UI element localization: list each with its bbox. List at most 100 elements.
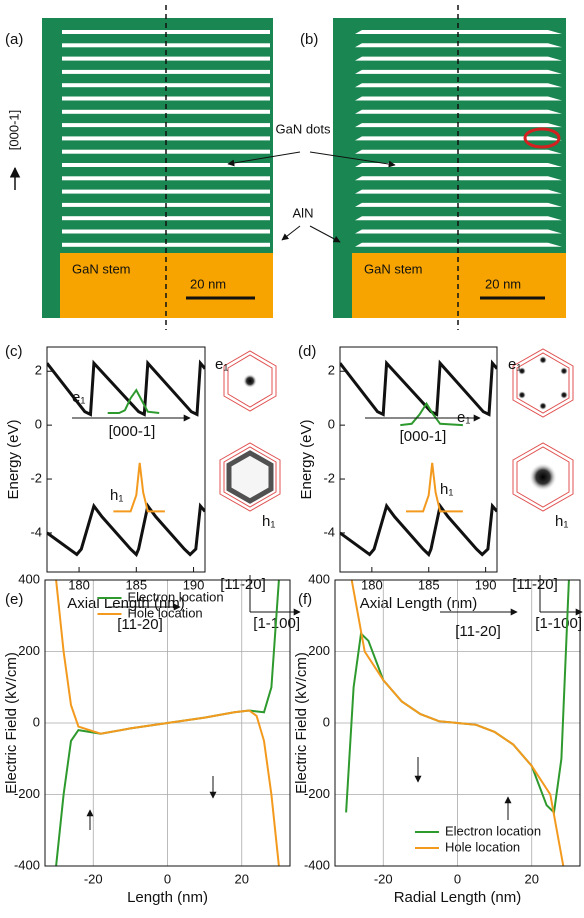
y-tick-label: -4: [30, 524, 42, 539]
x-axis-label: Axial Length (nm): [67, 595, 185, 612]
annotation: [000-1]: [109, 423, 156, 440]
legend-label: Electron location: [128, 589, 224, 604]
series-line: [107, 388, 160, 414]
annotation: [11-20]: [117, 616, 163, 633]
series-line: [47, 359, 205, 417]
annotation: e₁: [508, 356, 521, 373]
dot-layer: [62, 83, 270, 88]
dot-layer: [62, 242, 270, 247]
dot-layer: [355, 163, 562, 167]
annotation: h₁: [440, 481, 453, 498]
dot-layer: [355, 216, 562, 221]
legend-label: Hole location: [445, 839, 520, 854]
label-bg: [283, 205, 323, 225]
x-tick-label: 20: [525, 871, 539, 886]
y-tick-label: 400: [308, 571, 330, 586]
y-tick-label: -200: [14, 786, 40, 801]
dot-layer: [355, 109, 562, 114]
pointer: [227, 151, 301, 167]
highlight: [523, 127, 561, 149]
inset: [512, 348, 574, 512]
series-line: [47, 502, 205, 558]
panel-label: (b): [300, 31, 318, 48]
x-tick-label: 185: [418, 577, 440, 592]
y-tick-label: 0: [328, 417, 335, 432]
y-tick-label: -2: [323, 470, 335, 485]
annotation: [000-1]: [400, 428, 447, 445]
y-axis-label: Electric Field (kV/cm): [3, 652, 20, 794]
annotation: [1-100]: [535, 615, 582, 632]
inset: [219, 350, 281, 512]
y-axis-label: Energy (eV): [5, 419, 22, 499]
x-tick-label: 180: [361, 577, 383, 592]
dot-layer: [355, 56, 562, 61]
dot-layer: [355, 189, 562, 194]
dot-layer: [355, 83, 562, 88]
y-tick-label: 0: [33, 714, 40, 729]
stripes: [355, 30, 562, 247]
x-axis-label: Length (nm): [127, 889, 208, 906]
x-tick-label: 0: [164, 871, 171, 886]
x-tick-label: -20: [374, 871, 393, 886]
series-line: [113, 462, 165, 513]
legend-label: Electron location: [445, 823, 541, 838]
x-axis-label: Radial Length (nm): [394, 889, 522, 906]
x-tick-label: 180: [68, 577, 90, 592]
panel-label: (c): [5, 343, 23, 360]
plot-frame: [44, 579, 291, 867]
x-tick-label: 0: [454, 871, 461, 886]
dot-layer: [62, 163, 270, 167]
dot-layer: [355, 136, 562, 141]
axis-label: [000-1]: [6, 110, 21, 150]
annotation: [11-20]: [455, 623, 501, 640]
series-line: [55, 580, 280, 866]
barrier-label: AlN: [293, 205, 314, 220]
stem-label: GaN stem: [72, 261, 131, 276]
pointer: [309, 225, 341, 243]
x-axis-label: Axial Length (nm): [360, 595, 478, 612]
scale-label: 20 nm: [485, 276, 521, 291]
annotation: h₁: [262, 513, 275, 530]
series-line: [400, 401, 463, 427]
dots-label: GaN dots: [276, 121, 331, 136]
y-tick-label: 200: [308, 643, 330, 658]
pointer: [309, 151, 396, 168]
y-tick-label: 2: [35, 363, 42, 378]
panel-label: (f): [298, 591, 312, 608]
annotation: e₁: [215, 356, 228, 373]
y-tick-label: 0: [35, 417, 42, 432]
y-tick-label: 2: [328, 363, 335, 378]
y-tick-label: -200: [304, 786, 330, 801]
y-tick-label: 400: [18, 571, 40, 586]
annotation: h₁: [110, 487, 123, 504]
x-tick-label: 20: [235, 871, 249, 886]
y-axis-label: Energy (eV): [298, 419, 315, 499]
x-tick-label: -20: [84, 871, 103, 886]
legend-label: Hole location: [128, 605, 203, 620]
panel-label: (d): [298, 343, 316, 360]
y-tick-label: 200: [18, 643, 40, 658]
y-tick-label: -4: [323, 524, 335, 539]
dot-layer: [62, 216, 270, 221]
dot-layer: [62, 109, 270, 114]
dot-layer: [355, 242, 562, 247]
y-tick-label: -400: [14, 857, 40, 872]
label-bg: [273, 123, 333, 165]
stem-label: GaN stem: [364, 261, 423, 276]
panel-label: (a): [5, 31, 23, 48]
dot-layer: [62, 56, 270, 61]
dot-layer: [62, 136, 270, 141]
annotation: e₁: [457, 409, 470, 426]
pointer: [281, 225, 301, 241]
series-line: [340, 502, 497, 558]
y-tick-label: -2: [30, 470, 42, 485]
annotation: [11-20]: [512, 576, 558, 593]
dot-layer: [62, 189, 270, 194]
annotation: h₁: [555, 513, 568, 530]
x-tick-label: 190: [475, 577, 497, 592]
series-line: [406, 462, 463, 513]
stem: [352, 253, 566, 318]
annotation: [11-20]: [220, 576, 266, 593]
series-line: [340, 359, 497, 417]
